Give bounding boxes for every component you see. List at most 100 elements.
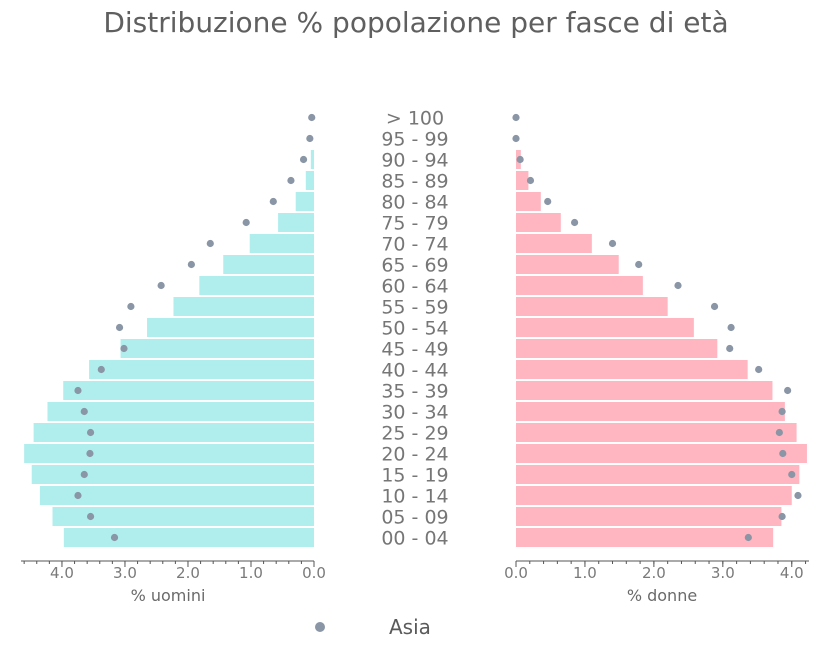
female-bar [516,297,668,316]
male-asia-dot [242,218,250,227]
male-bar [249,234,314,253]
female-asia-dot [755,365,763,374]
male-asia-dot [308,113,316,122]
male-x-axis: 4.0 3.0 2.0 1.0 0.0 % uomini [21,560,326,605]
female-bar [516,255,619,274]
age-group-label: 35 - 39 [381,381,448,403]
female-asia-dot [571,218,579,227]
male-bars [24,150,315,547]
male-bar [295,192,314,211]
female-x-axis: 0.0 1.0 2.0 3.0 4.0 % donne [504,560,809,605]
age-group-label: 00 - 04 [381,528,448,550]
male-asia-dot [86,512,95,521]
tick-label: 2.0 [642,564,666,582]
female-bar [516,444,807,463]
age-group-label: 50 - 54 [381,318,448,340]
female-bar [516,192,541,211]
age-group-label: 70 - 74 [381,234,448,256]
tick-label: 0.0 [504,564,528,582]
female-bar [516,360,748,379]
male-bar [63,528,314,547]
male-asia-dot [74,491,82,500]
male-asia-dot [127,302,135,311]
age-group-label: 60 - 64 [381,276,448,298]
male-asia-dots [74,113,316,542]
female-bar [516,486,792,505]
male-asia-dot [74,386,82,395]
male-bar [47,402,315,421]
female-asia-dot [788,470,796,479]
female-asia-dot [516,155,524,164]
male-asia-dot [306,134,314,143]
legend: Asia [315,615,431,639]
tick-label: 1.0 [573,564,597,582]
age-group-label: 95 - 99 [381,129,448,151]
age-group-label: > 100 [386,108,444,130]
male-asia-dot [187,260,195,269]
age-group-label: 25 - 29 [381,423,448,445]
tick-label: 3.0 [711,564,735,582]
male-asia-dot [287,176,295,185]
female-bar [516,171,529,190]
female-asia-dot [784,386,792,395]
axis-title: % uomini [131,586,206,605]
female-asia-dot [512,134,520,143]
female-asia-dot [727,323,735,332]
age-group-label: 90 - 94 [381,150,448,172]
female-asia-dot [778,512,786,521]
female-bar [516,465,800,484]
male-bar [33,423,315,442]
tick-label: 4.0 [50,564,74,582]
female-bar [516,318,694,337]
male-asia-dot [115,323,124,332]
age-group-label: 05 - 09 [381,507,448,529]
male-asia-dot [157,281,165,290]
female-bar [516,423,797,442]
axis-title: % donne [627,586,697,605]
chart-title: Distribuzione % popolazione per fasce di… [103,6,729,39]
male-bar [310,150,314,169]
tick-label: 4.0 [780,564,804,582]
age-group-label: 55 - 59 [381,297,448,319]
female-bar [516,381,773,400]
legend-marker [315,622,325,632]
age-group-label: 40 - 44 [381,360,448,382]
female-bar [516,528,774,547]
female-asia-dots [512,113,802,542]
age-group-label: 75 - 79 [381,213,448,235]
age-group-label: 20 - 24 [381,444,448,466]
tick-label: 3.0 [113,564,137,582]
female-asia-dot [608,239,617,248]
female-asia-dot [779,449,787,458]
female-asia-dot [778,407,786,416]
legend-label: Asia [389,615,431,639]
age-group-label: 85 - 89 [381,171,448,193]
female-asia-dot [744,533,752,542]
male-bar [52,507,315,526]
female-asia-dot [726,344,734,353]
female-asia-dot [775,428,783,437]
female-asia-dot [526,176,535,185]
age-group-label: 10 - 14 [381,486,448,508]
male-asia-dot [110,533,119,542]
male-bar [89,360,315,379]
female-asia-dot [635,260,643,269]
female-asia-dot [512,113,520,122]
male-asia-dot [120,344,128,353]
female-bars [516,150,807,547]
age-group-label: 45 - 49 [381,339,448,361]
male-bar [63,381,314,400]
female-bar [516,234,592,253]
male-asia-dot [299,155,308,164]
male-bar [278,213,314,232]
female-asia-dot [710,302,719,311]
male-bar [223,255,314,274]
male-asia-dot [80,470,88,479]
female-bar [516,507,782,526]
tick-label: 0.0 [302,564,326,582]
male-bar [120,339,314,358]
age-group-label: 30 - 34 [381,402,448,424]
male-asia-dot [206,239,214,248]
